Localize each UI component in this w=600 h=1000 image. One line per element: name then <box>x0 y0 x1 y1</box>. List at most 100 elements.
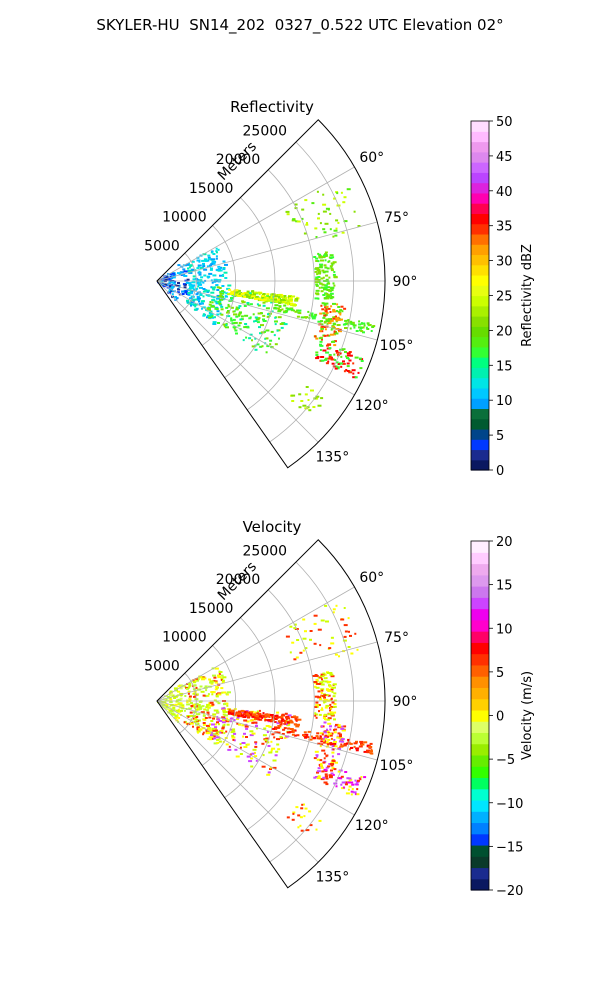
echo-gate <box>184 290 188 293</box>
echo-gate <box>320 778 325 781</box>
echo-gate <box>260 324 264 327</box>
echo-gate <box>314 706 318 708</box>
echo-gate <box>347 788 350 791</box>
echo-gate <box>168 705 172 708</box>
echo-gate <box>313 256 317 258</box>
echo-gate <box>288 295 291 298</box>
echo-gate <box>353 745 356 748</box>
echo-gate <box>266 295 270 298</box>
echo-gate <box>323 752 326 755</box>
echo-gate <box>344 783 348 786</box>
colorbar-segment <box>471 631 489 643</box>
colorbar-segment <box>471 223 489 235</box>
echo-gate <box>328 763 332 765</box>
echo-gate <box>169 275 172 278</box>
echo-gate <box>222 323 227 326</box>
echo-gate <box>321 678 323 681</box>
colorbar-tick-label: 20 <box>496 324 513 339</box>
echo-gate <box>228 745 231 748</box>
echo-gate <box>285 210 290 213</box>
echo-gate <box>257 291 261 294</box>
echo-gate <box>290 298 293 301</box>
echo-gate <box>254 711 257 714</box>
echo-gate <box>219 292 223 295</box>
echo-gate <box>315 236 318 238</box>
echo-gate <box>335 604 338 607</box>
echo-gate <box>340 618 345 621</box>
echo-gate <box>302 404 307 407</box>
echo-gate <box>327 260 330 263</box>
echo-gate <box>320 320 323 323</box>
echo-gate <box>176 285 180 287</box>
echo-gate <box>246 326 250 329</box>
echo-gate <box>335 761 338 764</box>
colorbar-segment <box>471 653 489 666</box>
echo-gate <box>326 344 329 347</box>
echo-gate <box>274 343 278 346</box>
echo-gate <box>176 699 179 702</box>
echo-gate <box>172 709 176 712</box>
echo-gate <box>257 297 261 300</box>
echo-gate <box>316 770 321 773</box>
echo-gate <box>226 708 229 711</box>
colorbar-segment <box>471 878 489 891</box>
echo-gate <box>339 777 343 780</box>
echo-gate <box>319 698 323 701</box>
range-tick-label: 15000 <box>189 181 234 197</box>
echo-gate <box>343 220 348 223</box>
echo-gate <box>207 307 211 309</box>
echo-gate <box>206 316 210 319</box>
echo-gate <box>366 751 370 754</box>
echo-gate <box>329 742 333 744</box>
echo-gate <box>215 695 219 698</box>
echo-gate <box>193 308 197 311</box>
echo-gate <box>329 292 334 295</box>
echo-gate <box>290 716 295 719</box>
echo-gate <box>223 732 226 735</box>
echo-gate <box>251 345 256 348</box>
echo-gate <box>225 292 229 295</box>
echo-gate <box>330 763 335 765</box>
echo-gate <box>344 771 348 773</box>
echo-gate <box>211 287 214 290</box>
echo-gate <box>342 744 345 747</box>
colorbar-label: Velocity (m/s) <box>520 671 535 760</box>
echo-gate <box>270 750 273 753</box>
echo-gate <box>324 251 328 254</box>
echo-gate <box>244 323 248 325</box>
echo-gate <box>284 721 287 724</box>
echo-gate <box>270 715 273 718</box>
echo-gate <box>192 715 196 718</box>
echo-gate <box>319 681 324 684</box>
echo-gate <box>172 282 176 285</box>
echo-gate <box>325 620 329 623</box>
echo-gate <box>214 688 218 691</box>
echo-gate <box>286 731 291 734</box>
echo-gate <box>274 304 279 307</box>
echo-gate <box>230 717 233 720</box>
echo-gate <box>272 759 277 762</box>
echo-gate <box>292 812 295 815</box>
echo-gate <box>336 353 340 356</box>
echo-gate <box>321 733 324 736</box>
echo-gate <box>230 318 233 320</box>
echo-gate <box>217 265 221 268</box>
echo-gate <box>349 742 353 745</box>
echo-gate <box>232 728 236 731</box>
echo-gate <box>363 750 367 753</box>
echo-gate <box>191 268 195 271</box>
echo-gate <box>370 330 373 332</box>
echo-gate <box>213 676 217 679</box>
echo-gate <box>192 275 196 278</box>
colorbar-segment <box>471 721 489 733</box>
echo-gate <box>239 743 242 746</box>
echo-gate <box>213 742 218 745</box>
echo-gate <box>320 762 323 765</box>
echo-gate <box>187 292 191 295</box>
echo-gate <box>270 720 273 723</box>
echo-gate <box>320 277 324 280</box>
echo-gate <box>324 699 328 702</box>
echo-gate <box>184 695 187 697</box>
echo-gate <box>348 785 352 788</box>
echo-gate <box>331 701 335 704</box>
